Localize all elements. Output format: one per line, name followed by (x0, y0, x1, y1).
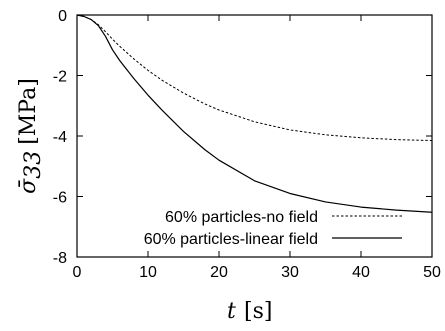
x-tick-label: 30 (281, 264, 299, 281)
svg-text:σ̄33[MPa]: σ̄33 [MPa] (16, 78, 46, 194)
x-axis-symbol: t (227, 299, 236, 324)
x-tick-label: 40 (352, 264, 370, 281)
x-axis-label: t [s] (227, 299, 272, 324)
y-axis-subscript: 33 (21, 151, 46, 179)
y-tick-label: -2 (53, 69, 67, 86)
y-tick-label: -4 (53, 129, 67, 146)
y-tick-label: 0 (58, 8, 67, 25)
series-line-0 (76, 14, 433, 142)
x-axis-unit: [s] (244, 299, 272, 324)
legend-label-1: 60% particles-linear field (144, 231, 318, 248)
series-line-1 (76, 14, 433, 213)
legend: 60% particles-no field 60% particles-lin… (144, 209, 402, 248)
y-axis-label: σ̄33 [MPa] (16, 78, 46, 194)
x-axis-ticks: 0 10 20 30 40 50 (73, 15, 441, 281)
y-tick-label: -8 (53, 250, 67, 267)
series-group (76, 14, 433, 213)
x-tick-label: 50 (423, 264, 441, 281)
x-tick-label: 0 (73, 264, 82, 281)
x-tick-label: 20 (210, 264, 228, 281)
legend-label-0: 60% particles-no field (165, 209, 318, 226)
x-tick-label: 10 (139, 264, 157, 281)
y-axis-symbol: σ̄ (16, 178, 41, 194)
y-axis-unit: [MPa] (16, 78, 41, 145)
y-axis-ticks: 0 -2 -4 -6 -8 (53, 8, 432, 267)
y-tick-label: -6 (53, 190, 67, 207)
